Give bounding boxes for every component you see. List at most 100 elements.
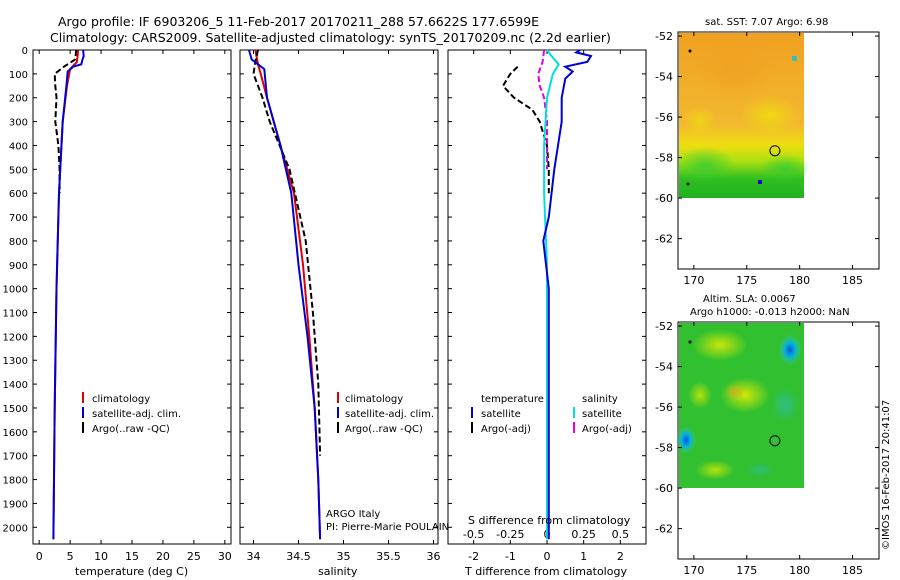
x-tick-label: 30 [218, 550, 232, 563]
temperature-xlabel: temperature (deg C) [75, 565, 188, 578]
y-tick-label: 1900 [3, 499, 28, 510]
temperature-axis: 0 5 10 15 20 25 30 [36, 50, 232, 563]
lat-tick-label: -62 [655, 233, 673, 246]
sst-yellow-patch [740, 95, 800, 135]
legend-salinity-title: salinity [582, 394, 618, 405]
lat-tick-label: -62 [655, 523, 673, 536]
legend-climatology-label: climatology [345, 394, 403, 405]
series-line [537, 49, 548, 170]
sst-map-title: sat. SST: 7.07 Argo: 6.98 [705, 17, 828, 28]
sla-low-patch-2 [676, 426, 696, 454]
sla-peak-patch [725, 384, 745, 400]
sst-warm-patch [695, 40, 775, 100]
difference-panel: -2 -1 0 1 2 -0.5 -0.25 0 0.25 0.5 T difference f… [447, 49, 647, 578]
legend-s-argo-label: Argo(-adj) [582, 424, 632, 435]
depth-axis: 0 100 200 300 400 500 600 700 800 900 1000 1100 1200… [3, 46, 231, 534]
x-tick-label: 35.5 [376, 550, 401, 563]
salinity-xlabel: salinity [318, 565, 358, 578]
x-tick-label: 25 [187, 550, 201, 563]
salinity-plot-frame [239, 49, 439, 545]
y-tick-label: 2000 [3, 523, 28, 534]
lat-tick-label: -54 [655, 361, 673, 374]
legend-argo-label: Argo(..raw -QC) [92, 424, 170, 435]
sla-dot [688, 340, 692, 344]
y-tick-label: 1200 [3, 332, 28, 343]
sst-green-patch-2 [760, 154, 810, 182]
y-tick-label: 1700 [3, 452, 28, 463]
series-line [543, 49, 560, 540]
sla-map-title-2: Argo h1000: -0.013 h2000: NaN [690, 307, 850, 318]
legend-satellite-label: satellite-adj. clim. [345, 409, 434, 420]
x-tick-label: 34 [247, 550, 261, 563]
lon-tick-label: 175 [736, 564, 757, 577]
x-tick-label: 34.5 [286, 550, 311, 563]
lat-tick-label: -54 [655, 71, 673, 84]
lon-tick-label: 185 [842, 274, 863, 287]
sla-map-panel: Altim. SLA: 0.0067 Argo h1000: -0.013 h2… [655, 294, 880, 577]
lat-tick-label: -52 [655, 30, 673, 43]
salinity-panel: 34 34.5 35 35.5 36 salinity climatology sate… [239, 49, 449, 578]
sst-heatmap [675, 33, 810, 198]
salinity-axis: 34 34.5 35 35.5 36 [247, 50, 441, 563]
lat-tick-label: -56 [655, 401, 673, 414]
s-tick-label: 0.5 [612, 528, 630, 541]
s-tick-label: 0.25 [571, 528, 596, 541]
x-tick-label: 35 [337, 550, 351, 563]
lon-tick-label: 185 [842, 564, 863, 577]
y-tick-label: 1500 [3, 404, 28, 415]
y-tick-label: 600 [9, 189, 28, 200]
x-tick-label: 15 [125, 550, 139, 563]
s-tick-label: -0.5 [463, 528, 484, 541]
sst-map-frame [677, 31, 880, 270]
y-tick-label: 1800 [3, 476, 28, 487]
s-tick-label: -0.25 [496, 528, 524, 541]
lat-tick-label: -58 [655, 152, 673, 165]
t-difference-xlabel: T difference from climatology [464, 565, 627, 578]
x-tick-label: 0 [36, 550, 43, 563]
lon-tick-label: 180 [789, 564, 810, 577]
sla-map-axes: 170 175 180 185 -52 -54 -56 -58 -60 -62 [655, 320, 879, 577]
sla-float-marker [769, 435, 781, 447]
sla-low-patch [778, 334, 802, 366]
lon-tick-label: 180 [789, 274, 810, 287]
title-line-2: Climatology: CARS2009. Satellite-adjuste… [50, 30, 611, 45]
y-tick-label: 500 [9, 165, 28, 176]
sst-map-panel: sat. SST: 7.07 Argo: 6.98 170 175 180 185 -5… [655, 17, 880, 287]
x-tick-label: 36 [427, 550, 441, 563]
lon-tick-label: 175 [736, 274, 757, 287]
sst-yellow-patch-2 [682, 106, 718, 134]
x-tick-label: -1 [505, 550, 516, 563]
difference-depth-ticks [448, 49, 646, 528]
annotation-program: ARGO Italy [326, 509, 380, 520]
y-tick-label: 0 [22, 46, 28, 57]
series-line [542, 49, 593, 540]
y-tick-label: 1400 [3, 380, 28, 391]
y-tick-label: 300 [9, 118, 28, 129]
sla-high-patch-4 [695, 460, 735, 480]
sst-dot-2 [686, 182, 690, 186]
temperature-panel: 0100200300400500600700800900100011001200… [3, 46, 232, 578]
sst-dot [688, 49, 692, 53]
s-difference-xlabel: S difference from climatology [468, 514, 631, 527]
sla-high-patch [692, 329, 748, 361]
legend-climatology-label: climatology [92, 394, 150, 405]
y-tick-label: 100 [9, 70, 28, 81]
sst-cold-pixel [792, 56, 797, 61]
t-difference-axis: -2 -1 0 1 2 [468, 50, 624, 563]
y-tick-label: 700 [9, 213, 28, 224]
sla-low-patch-3 [771, 387, 799, 423]
series-line [53, 49, 78, 194]
x-tick-label: 20 [156, 550, 170, 563]
sst-float-marker [769, 145, 781, 157]
y-tick-label: 400 [9, 141, 28, 152]
difference-legend-salinity: salinity satellite Argo(-adj) [573, 394, 632, 435]
series-line [248, 49, 322, 540]
sst-map-axes: 170 175 180 185 -52 -54 -56 -58 -60 -62 [655, 30, 879, 287]
lat-tick-label: -60 [655, 192, 673, 205]
series-line [501, 65, 550, 194]
y-tick-label: 1600 [3, 428, 28, 439]
temperature-series [52, 49, 85, 540]
sst-green-patch [675, 147, 735, 183]
legend-t-satellite-label: satellite [481, 409, 521, 420]
